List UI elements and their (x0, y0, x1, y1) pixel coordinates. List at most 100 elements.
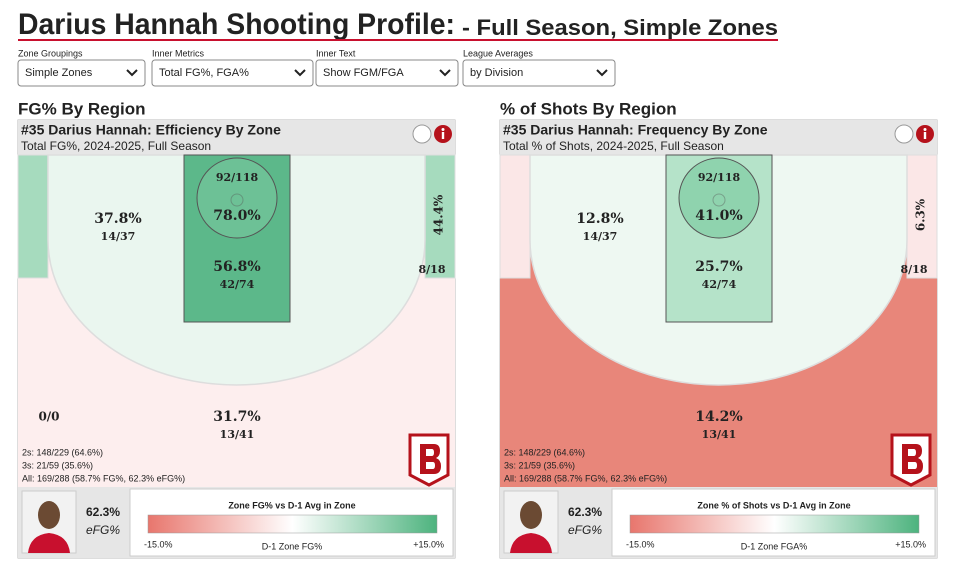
dropdown-chevron (294, 69, 306, 77)
legend-mid: D-1 Zone FGA% (741, 541, 808, 551)
page-subtitle: - Full Season, Simple Zones (462, 15, 778, 40)
zone-rim (196, 157, 278, 239)
title-underline (18, 39, 778, 41)
zone-corner-right (906, 154, 938, 279)
dropdown-label: Inner Metrics (152, 48, 205, 58)
card-header (500, 120, 937, 155)
team-logo (408, 433, 450, 487)
dropdown-label: Inner Text (316, 48, 356, 58)
info-icon[interactable] (434, 125, 452, 143)
backcourt-shots: 0/0 (38, 410, 59, 424)
midrange-shots: 14/37 (583, 230, 618, 243)
dropdown-box (17, 59, 146, 87)
efg-label: eFG% (86, 523, 120, 537)
card-subtitle: Total FG%, 2024-2025, Full Season (21, 139, 211, 153)
photo-body (28, 533, 70, 553)
three-pct: 14.2% (695, 409, 742, 425)
dropdown-value: by Division (470, 67, 523, 79)
hoop (230, 193, 244, 207)
page-title: Darius Hannah Shooting Profile: (18, 8, 455, 41)
dropdown[interactable]: Zone Groupings Simple Zones (17, 48, 146, 87)
rim-pct: 78.0% (213, 208, 260, 224)
zone-corner-left (17, 154, 49, 279)
hoop (712, 193, 726, 207)
shot-chart-card: #35 Darius Hannah: Frequency By ZoneTota… (499, 119, 938, 559)
stat-line: 3s: 21/59 (35.6%) (504, 460, 575, 470)
card-subtitle: Total % of Shots, 2024-2025, Full Season (503, 139, 724, 153)
dropdown-box (315, 59, 459, 87)
stat-line: All: 169/288 (58.7% FG%, 62.3% eFG%) (22, 473, 185, 483)
dropdown-chevron (596, 69, 608, 77)
midrange-shots: 14/37 (101, 230, 136, 243)
legend-min: -15.0% (144, 539, 173, 549)
efg-label: eFG% (568, 523, 602, 537)
dropdown-value: Show FGM/FGA (323, 67, 404, 79)
card-title: #35 Darius Hannah: Efficiency By Zone (21, 122, 281, 138)
photo-head (520, 501, 542, 529)
card-footer: 62.3% eFG% Zone FG% vs D-1 Avg in Zone -15.… (18, 487, 455, 558)
paint-pct: 56.8% (213, 259, 260, 275)
dropdown-chevron (439, 69, 451, 77)
stat-line: 2s: 148/229 (64.6%) (22, 447, 103, 457)
dropdown-chevron (126, 69, 138, 77)
dropdown[interactable]: Inner Metrics Total FG%, FGA% (151, 48, 314, 87)
zone-corner-left (499, 154, 531, 279)
dropdown[interactable]: League Averages by Division (462, 48, 616, 87)
court: 92/118 41.0% 25.7% 42/74 12.8% 14/37 6.3% 8/18 1… (499, 154, 938, 487)
card-footer: 62.3% eFG% Zone % of Shots vs D-1 Avg in Z… (500, 487, 937, 558)
midrange-pct: 37.8% (94, 211, 141, 227)
legend-title: Zone % of Shots vs D-1 Avg in Zone (697, 500, 850, 510)
info-dot (441, 128, 445, 131)
paint-pct: 25.7% (695, 259, 742, 275)
toggle-icon[interactable] (412, 124, 432, 144)
photo-head (38, 501, 60, 529)
legend-bar (147, 514, 438, 534)
three-pct: 31.7% (213, 409, 260, 425)
paint-shots: 42/74 (220, 278, 255, 291)
corner-shots: 8/18 (901, 263, 928, 276)
toggle-icon[interactable] (894, 124, 914, 144)
efg-value: 62.3% (568, 505, 602, 519)
info-stem (441, 132, 445, 139)
card-title: #35 Darius Hannah: Frequency By Zone (503, 122, 768, 138)
rim-shots: 92/118 (698, 171, 741, 184)
three-shots: 13/41 (220, 428, 255, 441)
efg-value: 62.3% (86, 505, 120, 519)
info-icon[interactable] (916, 125, 934, 143)
legend-max: +15.0% (895, 539, 926, 549)
midrange-pct: 12.8% (576, 211, 623, 227)
corner-pct: 44.4% (432, 194, 446, 235)
three-shots: 13/41 (702, 428, 737, 441)
section-heading: % of Shots By Region (500, 99, 677, 118)
logo-b (902, 444, 923, 474)
legend-min: -15.0% (626, 539, 655, 549)
legend-title: Zone FG% vs D-1 Avg in Zone (228, 500, 355, 510)
stat-line: 2s: 148/229 (64.6%) (504, 447, 585, 457)
dropdown-label: League Averages (463, 48, 533, 58)
player-photo (21, 490, 77, 554)
rim-shots: 92/118 (216, 171, 259, 184)
team-logo (890, 433, 932, 487)
legend-mid: D-1 Zone FG% (262, 541, 323, 551)
stat-line: 3s: 21/59 (35.6%) (22, 460, 93, 470)
card-header (18, 120, 455, 155)
dropdown-label: Zone Groupings (18, 48, 83, 58)
shot-chart-card: #35 Darius Hannah: Efficiency By ZoneTot… (17, 119, 456, 559)
player-photo (503, 490, 559, 554)
section-heading: FG% By Region (18, 99, 146, 118)
corner-shots: 8/18 (419, 263, 446, 276)
stat-line: All: 169/288 (58.7% FG%, 62.3% eFG%) (504, 473, 667, 483)
zone-corner-right (424, 154, 456, 279)
dropdown-value: Simple Zones (25, 67, 93, 79)
legend-bar (629, 514, 920, 534)
court: 92/118 78.0% 56.8% 42/74 37.8% 14/37 44.4% 8/18… (17, 154, 456, 487)
zone-rim (678, 157, 760, 239)
logo-b (420, 444, 441, 474)
paint-shots: 42/74 (702, 278, 737, 291)
photo-body (510, 533, 552, 553)
dropdown-box (462, 59, 616, 87)
info-dot (923, 128, 927, 131)
legend-max: +15.0% (413, 539, 444, 549)
dropdown[interactable]: Inner Text Show FGM/FGA (315, 48, 459, 87)
